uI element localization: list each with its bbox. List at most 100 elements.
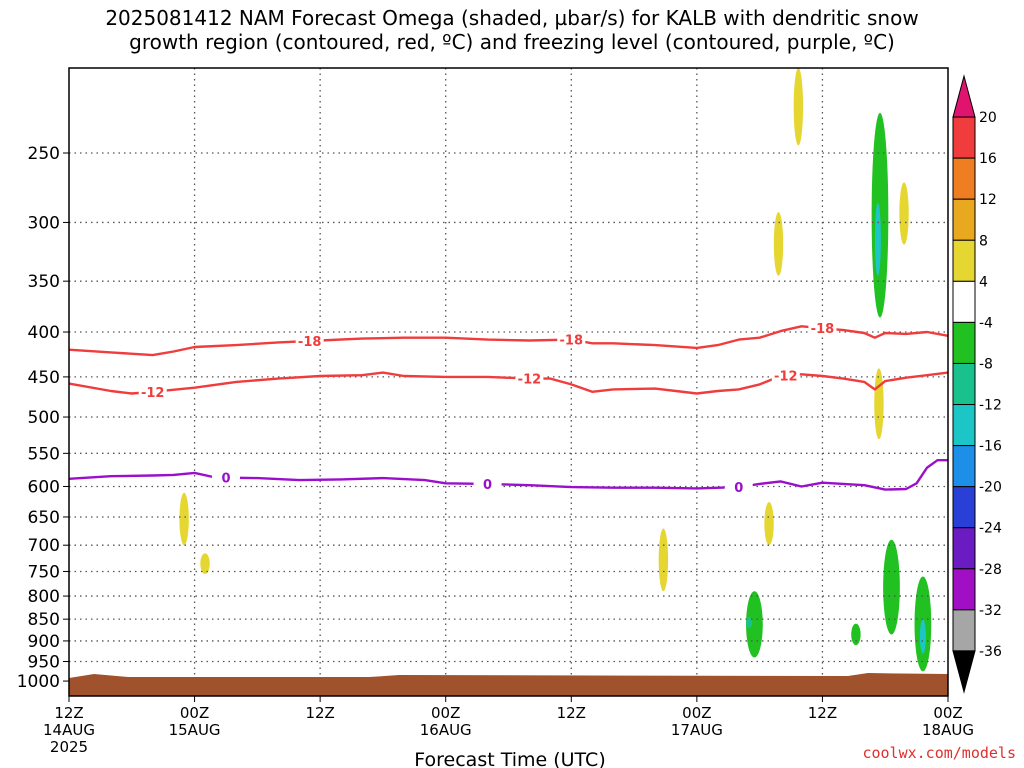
omega-feature xyxy=(874,368,884,440)
x-tick-label: 12Z xyxy=(557,704,586,722)
watermark: coolwx.com/models xyxy=(862,744,1016,762)
y-tick-label: 600 xyxy=(28,477,60,497)
colorbar-swatch xyxy=(952,116,976,159)
y-tick-label: 750 xyxy=(28,562,60,582)
x-tick-date: 18AUG xyxy=(922,721,974,739)
colorbar-level-label: -20 xyxy=(979,480,1002,496)
colorbar-swatch xyxy=(952,609,976,652)
x-tick-date: 16AUG xyxy=(420,721,472,739)
colorbar-swatch xyxy=(952,362,976,406)
colorbar-level-label: -16 xyxy=(979,439,1002,455)
contour-line xyxy=(68,371,949,395)
omega-feature xyxy=(919,619,926,654)
colorbar-swatch xyxy=(952,486,976,529)
y-tick-label: 400 xyxy=(28,323,60,343)
omega-feature xyxy=(883,539,900,635)
colorbar-level-label: -24 xyxy=(979,521,1002,537)
contour-label: -18 xyxy=(811,322,835,337)
y-tick-label: 500 xyxy=(28,408,60,428)
colorbar-level-label: -28 xyxy=(979,562,1002,578)
contour-label-bg xyxy=(771,367,800,384)
colorbar-swatch xyxy=(952,568,976,611)
y-tick-label: 800 xyxy=(28,587,60,607)
contour-label-bg xyxy=(808,320,837,337)
contour-label-bg xyxy=(211,469,240,486)
contour-label: -18 xyxy=(298,335,322,350)
contour-label: -12 xyxy=(141,386,165,401)
omega-feature xyxy=(874,202,881,276)
colorbar-swatch xyxy=(952,157,976,200)
colorbar-level-label: -36 xyxy=(979,644,1002,660)
colorbar-swatch xyxy=(952,445,976,488)
y-tick-label: 650 xyxy=(28,508,60,528)
x-tick-date: 14AUG xyxy=(43,721,95,739)
y-tick-label: 550 xyxy=(28,444,60,464)
x-tick-label: 00Z xyxy=(933,704,962,722)
y-tick-label: 350 xyxy=(28,272,60,292)
omega-feature xyxy=(746,616,753,629)
x-axis-label: Forecast Time (UTC) xyxy=(414,749,605,768)
colorbar-swatch xyxy=(952,527,976,570)
y-tick-label: 700 xyxy=(28,536,60,556)
contour-label-bg xyxy=(724,479,753,496)
chart-title: 2025081412 NAM Forecast Omega (shaded, µ… xyxy=(0,6,1024,54)
title-line-2: growth region (contoured, red, ºC) and f… xyxy=(129,30,895,54)
plot-frame xyxy=(68,67,949,697)
x-tick-date: 15AUG xyxy=(169,721,221,739)
colorbar-swatch xyxy=(952,404,976,447)
x-tick-label: 00Z xyxy=(180,704,209,722)
colorbar-swatch xyxy=(952,239,976,282)
omega-feature xyxy=(851,623,861,646)
x-tick-label: 12Z xyxy=(54,704,83,722)
omega-feature xyxy=(658,528,669,592)
y-tick-label: 900 xyxy=(28,632,60,652)
contour-label: -12 xyxy=(774,370,798,385)
colorbar-level-label: -12 xyxy=(979,398,1002,414)
x-tick-label: 00Z xyxy=(431,704,460,722)
colorbar-swatch xyxy=(952,650,976,694)
omega-feature xyxy=(899,182,909,245)
colorbar-level-label: 20 xyxy=(979,110,997,126)
colorbar-level-label: -32 xyxy=(979,603,1002,619)
y-tick-label: 250 xyxy=(28,144,60,164)
contour-label: 0 xyxy=(483,478,492,493)
x-tick-year: 2025 xyxy=(50,738,88,756)
x-tick-label: 12Z xyxy=(808,704,837,722)
colorbar-level-label: 12 xyxy=(979,192,997,208)
colorbar-level-label: -4 xyxy=(979,315,993,331)
title-line-1: 2025081412 NAM Forecast Omega (shaded, µ… xyxy=(105,6,919,30)
x-tick-label: 12Z xyxy=(305,704,334,722)
omega-feature xyxy=(179,492,189,546)
contour-label: -12 xyxy=(518,373,542,388)
contour-label-bg xyxy=(557,331,586,348)
contour-label: 0 xyxy=(734,481,743,496)
omega-feature xyxy=(764,502,774,546)
colorbar-swatch xyxy=(952,321,976,364)
y-tick-label: 950 xyxy=(28,653,60,673)
y-tick-label: 1000 xyxy=(17,672,60,692)
contour-label: 0 xyxy=(221,472,230,487)
y-tick-label: 850 xyxy=(28,610,60,630)
colorbar-level-label: -8 xyxy=(979,356,993,372)
y-tick-label: 300 xyxy=(28,213,60,233)
contour-label-bg xyxy=(515,370,544,387)
omega-feature xyxy=(746,591,763,658)
y-tick-label: 450 xyxy=(28,368,60,388)
contour-line xyxy=(68,325,949,357)
colorbar-swatch xyxy=(952,74,976,118)
colorbar-level-label: 16 xyxy=(979,151,997,167)
omega-feature xyxy=(773,212,784,276)
colorbar-swatch xyxy=(952,198,976,241)
colorbar-level-label: 8 xyxy=(979,233,988,249)
omega-feature xyxy=(200,553,210,575)
x-tick-date: 17AUG xyxy=(671,721,723,739)
contour-label: -18 xyxy=(560,334,584,349)
colorbar-swatch xyxy=(952,280,976,323)
contour-label-bg xyxy=(295,332,324,349)
surface-terrain xyxy=(69,673,948,696)
contour-label-bg xyxy=(138,383,167,400)
colorbar-level-label: 4 xyxy=(979,274,988,290)
x-tick-label: 00Z xyxy=(682,704,711,722)
omega-feature xyxy=(793,68,804,146)
